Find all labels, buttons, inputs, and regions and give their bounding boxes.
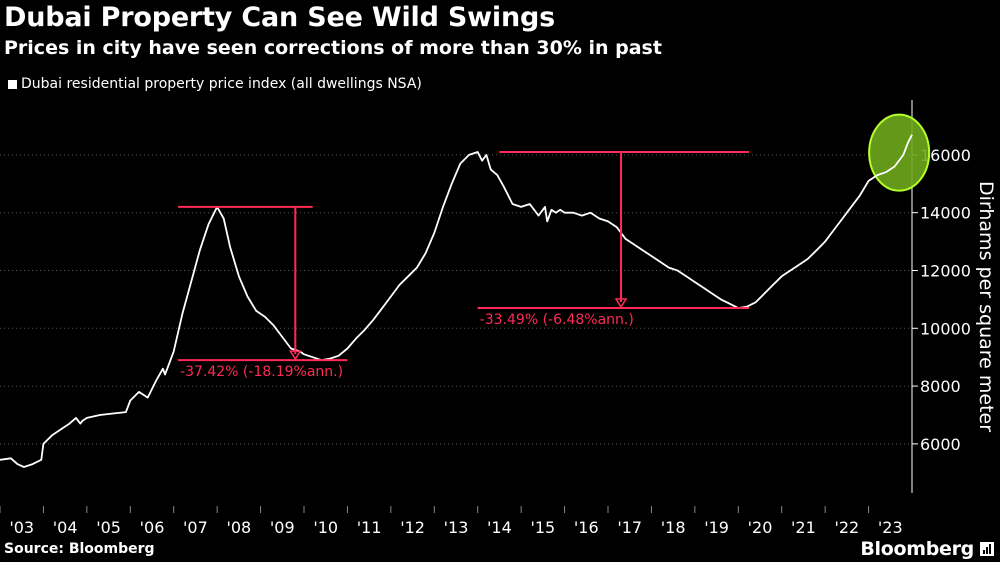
x-tick-label: '07	[183, 518, 208, 537]
brand-logo: Bloomberg	[860, 538, 974, 560]
x-tick-label: '21	[791, 518, 816, 537]
chart-title: Dubai Property Can See Wild Swings	[4, 2, 555, 33]
source-note: Source: Bloomberg	[4, 541, 155, 557]
drawdown-label: -33.49% (-6.48%ann.)	[480, 312, 634, 328]
x-tick-label: '12	[400, 518, 425, 537]
legend-label: Dubai residential property price index (…	[21, 76, 422, 92]
highlight-ellipse	[868, 113, 931, 192]
x-tick-label: '10	[313, 518, 338, 537]
brand-bars-icon	[980, 542, 994, 556]
drawdown-label: -37.42% (-18.19%ann.)	[180, 364, 343, 380]
y-axis-title: Dirhams per square meter	[975, 181, 997, 432]
x-tick-label: '22	[834, 518, 859, 537]
x-tick-label: '09	[270, 518, 295, 537]
x-tick-label: '23	[878, 518, 903, 537]
x-tick-label: '13	[444, 518, 469, 537]
x-tick-label: '17	[617, 518, 642, 537]
y-tick-label: 16000	[920, 146, 971, 165]
x-tick-label: '15	[530, 518, 555, 537]
x-tick-label: '11	[357, 518, 382, 537]
y-tick-label: 6000	[920, 435, 961, 454]
x-tick-label: '18	[661, 518, 686, 537]
drawdown-arrow-head	[614, 298, 628, 309]
series-line	[0, 134, 913, 468]
x-tick-label: '14	[487, 518, 512, 537]
x-tick-label: '05	[96, 518, 121, 537]
legend-swatch	[8, 79, 17, 89]
x-tick-label: '06	[140, 518, 165, 537]
x-tick-label: '20	[748, 518, 773, 537]
drawdown-arrow-head	[288, 350, 302, 361]
legend: Dubai residential property price index (…	[8, 76, 422, 92]
y-tick-label: 8000	[920, 377, 961, 396]
y-tick-label: 12000	[920, 261, 971, 280]
x-tick-label: '08	[226, 518, 251, 537]
chart-subtitle: Prices in city have seen corrections of …	[4, 37, 662, 59]
x-tick-label: '03	[9, 518, 34, 537]
x-tick-label: '16	[574, 518, 599, 537]
y-tick-label: 14000	[920, 204, 971, 223]
x-tick-label: '04	[53, 518, 78, 537]
x-tick-label: '19	[704, 518, 729, 537]
y-tick-label: 10000	[920, 319, 971, 338]
